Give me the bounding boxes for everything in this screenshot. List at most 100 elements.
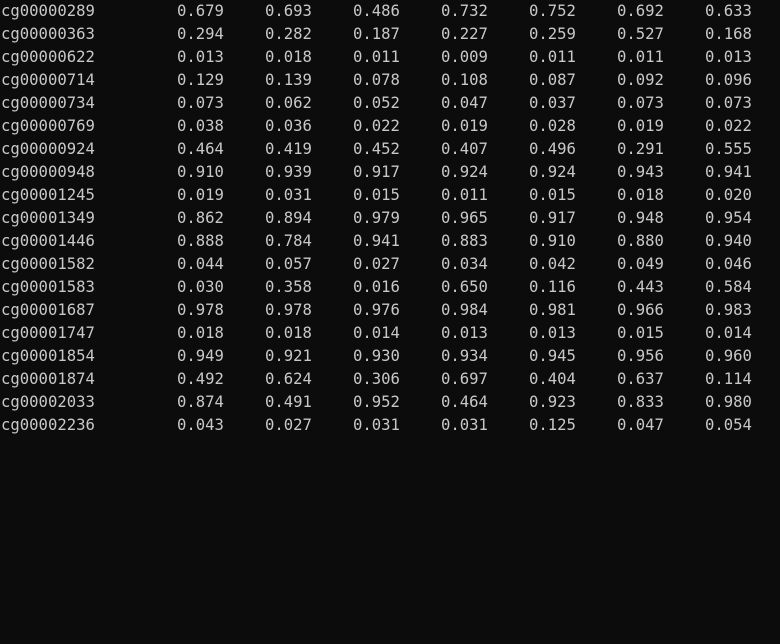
value-cell: 0.976: [353, 301, 400, 319]
value-cell: 0.752: [529, 2, 576, 20]
value-cell: 0.940: [705, 232, 752, 250]
value-cell: 0.910: [177, 163, 224, 181]
value-cell: 0.910: [529, 232, 576, 250]
probe-id: cg00002236: [1, 416, 95, 434]
value-cell: 0.031: [353, 416, 400, 434]
value-cell: 0.014: [705, 324, 752, 342]
value-cell: 0.880: [617, 232, 664, 250]
value-cell: 0.862: [177, 209, 224, 227]
value-cell: 0.014: [353, 324, 400, 342]
probe-id: cg00002033: [1, 393, 95, 411]
value-cell: 0.358: [265, 278, 312, 296]
value-cell: 0.939: [265, 163, 312, 181]
probe-id: cg00001245: [1, 186, 95, 204]
value-cell: 0.732: [441, 2, 488, 20]
value-cell: 0.096: [705, 71, 752, 89]
value-cell: 0.259: [529, 25, 576, 43]
value-cell: 0.949: [177, 347, 224, 365]
value-cell: 0.917: [353, 163, 400, 181]
value-cell: 0.555: [705, 140, 752, 158]
table-row: cg00001582 0.044 0.057 0.027 0.034 0.042…: [0, 253, 780, 276]
value-cell: 0.016: [353, 278, 400, 296]
value-cell: 0.930: [353, 347, 400, 365]
value-cell: 0.011: [441, 186, 488, 204]
value-cell: 0.980: [705, 393, 752, 411]
value-cell: 0.294: [177, 25, 224, 43]
value-cell: 0.052: [353, 94, 400, 112]
value-cell: 0.492: [177, 370, 224, 388]
value-cell: 0.407: [441, 140, 488, 158]
value-cell: 0.978: [177, 301, 224, 319]
value-cell: 0.015: [617, 324, 664, 342]
probe-id: cg00001583: [1, 278, 95, 296]
probe-id: cg00000948: [1, 163, 95, 181]
value-cell: 0.187: [353, 25, 400, 43]
value-cell: 0.527: [617, 25, 664, 43]
value-cell: 0.419: [265, 140, 312, 158]
value-cell: 0.404: [529, 370, 576, 388]
probe-id: cg00000734: [1, 94, 95, 112]
value-cell: 0.883: [441, 232, 488, 250]
probe-id: cg00000714: [1, 71, 95, 89]
value-cell: 0.011: [617, 48, 664, 66]
table-row: cg00000622 0.013 0.018 0.011 0.009 0.011…: [0, 46, 780, 69]
value-cell: 0.966: [617, 301, 664, 319]
table-row: cg00001245 0.019 0.031 0.015 0.011 0.015…: [0, 184, 780, 207]
probe-id: cg00001446: [1, 232, 95, 250]
value-cell: 0.031: [441, 416, 488, 434]
value-cell: 0.282: [265, 25, 312, 43]
value-cell: 0.139: [265, 71, 312, 89]
value-cell: 0.116: [529, 278, 576, 296]
table-row: cg00000734 0.073 0.062 0.052 0.047 0.037…: [0, 92, 780, 115]
value-cell: 0.833: [617, 393, 664, 411]
value-cell: 0.027: [265, 416, 312, 434]
value-cell: 0.018: [177, 324, 224, 342]
value-cell: 0.941: [353, 232, 400, 250]
value-cell: 0.019: [441, 117, 488, 135]
value-cell: 0.983: [705, 301, 752, 319]
value-cell: 0.697: [441, 370, 488, 388]
value-cell: 0.486: [353, 2, 400, 20]
table-row: cg00000363 0.294 0.282 0.187 0.227 0.259…: [0, 23, 780, 46]
table-row: cg00000769 0.038 0.036 0.022 0.019 0.028…: [0, 115, 780, 138]
value-cell: 0.924: [441, 163, 488, 181]
value-cell: 0.125: [529, 416, 576, 434]
value-cell: 0.020: [705, 186, 752, 204]
value-cell: 0.018: [265, 324, 312, 342]
probe-id: cg00000622: [1, 48, 95, 66]
value-cell: 0.979: [353, 209, 400, 227]
value-cell: 0.027: [353, 255, 400, 273]
table-row: cg00001854 0.949 0.921 0.930 0.934 0.945…: [0, 345, 780, 368]
table-row: cg00000289 0.679 0.693 0.486 0.732 0.752…: [0, 0, 780, 23]
value-cell: 0.954: [705, 209, 752, 227]
value-cell: 0.650: [441, 278, 488, 296]
value-cell: 0.227: [441, 25, 488, 43]
value-cell: 0.129: [177, 71, 224, 89]
value-cell: 0.874: [177, 393, 224, 411]
value-cell: 0.043: [177, 416, 224, 434]
value-cell: 0.011: [529, 48, 576, 66]
value-cell: 0.073: [177, 94, 224, 112]
value-cell: 0.496: [529, 140, 576, 158]
value-cell: 0.038: [177, 117, 224, 135]
value-cell: 0.087: [529, 71, 576, 89]
value-cell: 0.013: [441, 324, 488, 342]
value-cell: 0.633: [705, 2, 752, 20]
value-cell: 0.584: [705, 278, 752, 296]
table-row: cg00001349 0.862 0.894 0.979 0.965 0.917…: [0, 207, 780, 230]
value-cell: 0.888: [177, 232, 224, 250]
value-cell: 0.921: [265, 347, 312, 365]
value-cell: 0.941: [705, 163, 752, 181]
value-cell: 0.046: [705, 255, 752, 273]
value-cell: 0.291: [617, 140, 664, 158]
probe-id: cg00000924: [1, 140, 95, 158]
value-cell: 0.624: [265, 370, 312, 388]
table-row: cg00001687 0.978 0.978 0.976 0.984 0.981…: [0, 299, 780, 322]
value-cell: 0.956: [617, 347, 664, 365]
value-cell: 0.108: [441, 71, 488, 89]
table-row: cg00001747 0.018 0.018 0.014 0.013 0.013…: [0, 322, 780, 345]
probe-id: cg00000289: [1, 2, 95, 20]
value-cell: 0.022: [705, 117, 752, 135]
value-cell: 0.011: [353, 48, 400, 66]
probe-id: cg00001854: [1, 347, 95, 365]
